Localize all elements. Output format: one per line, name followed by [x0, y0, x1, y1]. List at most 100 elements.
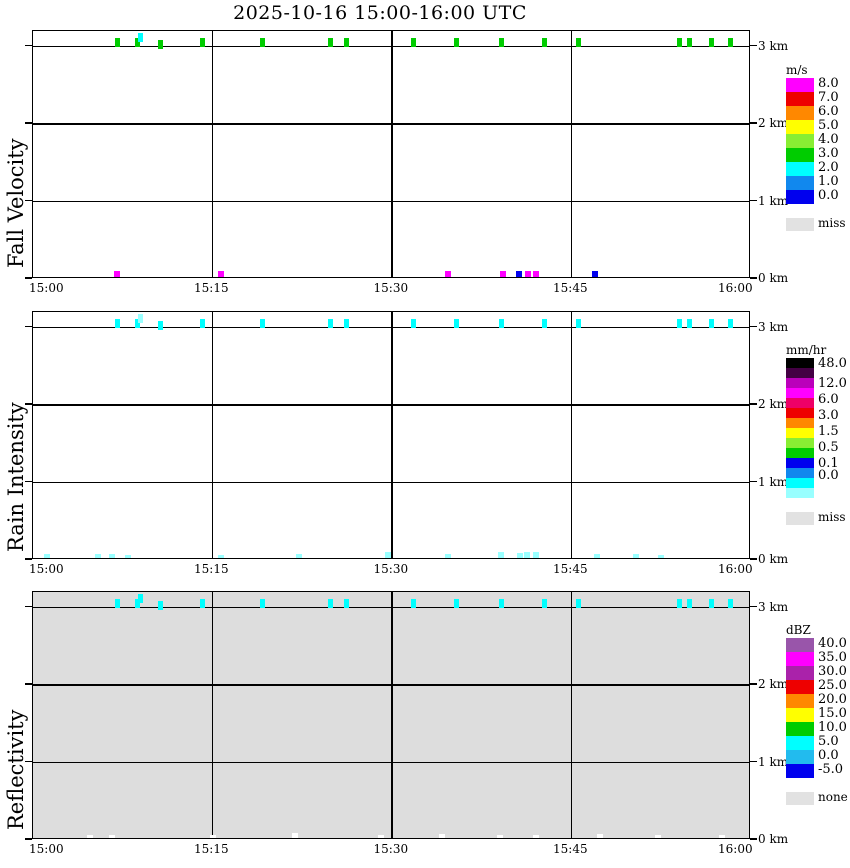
- data-cell: [209, 834, 216, 838]
- gridline-vertical: [211, 31, 214, 277]
- data-cell: [719, 834, 726, 838]
- colorbar-swatch: [786, 120, 814, 134]
- data-cell: [138, 313, 144, 323]
- data-cell: [658, 554, 665, 558]
- x-tick-label-4: 16:00: [718, 281, 753, 295]
- data-cell: [592, 271, 599, 277]
- data-cell: [157, 321, 163, 331]
- data-cell: [378, 834, 385, 838]
- data-cell: [525, 271, 532, 277]
- colorbar-swatch: [786, 478, 814, 488]
- data-cell: [654, 834, 661, 838]
- colorbar-swatch: [786, 468, 814, 478]
- colorbar-tick-label: 35.0: [818, 650, 847, 665]
- data-cell: [709, 38, 714, 48]
- colorbar-swatch: [786, 148, 814, 162]
- data-cell: [411, 38, 417, 48]
- data-cell: [454, 38, 460, 48]
- data-cell: [108, 553, 115, 558]
- data-cell: [532, 552, 539, 558]
- x-tick-label-0: 15:00: [29, 842, 64, 856]
- data-cell: [576, 599, 582, 609]
- data-cell: [328, 319, 334, 329]
- gridline-horizontal: [33, 45, 749, 48]
- colorbar-swatch: [786, 694, 814, 708]
- colorbar-swatch: [786, 438, 814, 448]
- plot-area-rain-intensity[interactable]: [32, 311, 750, 559]
- colorbar-tick-label: 40.0: [818, 636, 847, 651]
- data-cell: [499, 271, 506, 277]
- y-tick-mark: [750, 605, 757, 608]
- gridline-horizontal: [33, 200, 749, 203]
- data-cell: [328, 599, 334, 609]
- colorbar-swatch: [786, 764, 814, 778]
- data-cell: [709, 599, 714, 609]
- data-cell: [218, 271, 225, 277]
- gridline-vertical: [570, 312, 573, 558]
- colorbar-tick-label: 7.0: [818, 90, 839, 105]
- gridline-vertical: [391, 31, 393, 277]
- y-tick-mark: [25, 44, 32, 47]
- gridline-horizontal: [33, 481, 749, 484]
- x-tick-label-2: 15:30: [373, 562, 409, 576]
- colorbar-tick-label: -5.0: [818, 762, 844, 777]
- gridline-vertical: [211, 592, 214, 838]
- y-tick-mark: [750, 44, 757, 47]
- data-cell: [686, 38, 692, 48]
- data-cell: [445, 271, 451, 277]
- colorbar-swatch: [786, 418, 814, 428]
- colorbar-tick-label: 1.0: [818, 174, 839, 189]
- data-cell: [115, 319, 121, 329]
- colorbar-missing-label: none: [818, 790, 848, 804]
- data-cell: [496, 834, 503, 838]
- data-cell: [728, 319, 734, 329]
- data-cell: [576, 319, 582, 329]
- colorbar-swatch: [786, 666, 814, 680]
- colorbar-tick-label: 3.0: [818, 146, 839, 161]
- colorbar-swatch: [786, 388, 814, 398]
- y-tick-mark: [25, 838, 32, 840]
- colorbar-swatch: [786, 680, 814, 694]
- colorbar-missing-swatch: [786, 512, 814, 525]
- data-cell: [344, 38, 350, 48]
- data-cell: [411, 319, 417, 329]
- data-cell: [260, 599, 266, 609]
- y-tick-mark: [25, 325, 32, 328]
- y-tick-mark: [25, 683, 32, 685]
- plot-area-reflectivity[interactable]: [32, 591, 750, 839]
- gridline-vertical: [570, 31, 573, 277]
- colorbar-tick-label: 12.0: [818, 376, 847, 391]
- y-tick-mark: [750, 403, 757, 405]
- x-tick-label-2: 15:30: [373, 842, 409, 856]
- y-tick-mark: [750, 480, 757, 483]
- x-tick-label-3: 15:45: [553, 842, 588, 856]
- y-tick-label-0: 3 km: [758, 319, 789, 334]
- x-tick-label-0: 15:00: [29, 281, 64, 295]
- data-cell: [114, 271, 120, 277]
- x-tick-label-1: 15:15: [194, 842, 229, 856]
- plot-area-fall-velocity[interactable]: [32, 30, 750, 278]
- colorbar-swatch: [786, 106, 814, 120]
- data-cell: [633, 553, 640, 558]
- axis-label-reflectivity: Reflectivity: [4, 709, 28, 830]
- gridline-horizontal: [33, 684, 749, 686]
- y-tick-mark: [25, 403, 32, 405]
- data-cell: [218, 554, 225, 558]
- panel-fall-velocity: [32, 30, 750, 278]
- data-cell: [445, 553, 451, 558]
- colorbar-tick-label: 0.5: [818, 440, 839, 455]
- x-tick-label-4: 16:00: [718, 562, 753, 576]
- colorbar-missing-label: miss: [818, 216, 846, 230]
- colorbar-swatch: [786, 358, 814, 368]
- data-cell: [498, 319, 504, 329]
- colorbar-swatch: [786, 428, 814, 438]
- y-tick-mark: [750, 683, 757, 685]
- data-cell: [344, 599, 350, 609]
- y-tick-mark: [750, 277, 757, 279]
- gridline-horizontal: [33, 404, 749, 406]
- data-cell: [532, 834, 539, 838]
- data-cell: [541, 599, 547, 609]
- colorbar-swatch: [786, 638, 814, 652]
- page-title: 2025-10-16 15:00-16:00 UTC: [233, 2, 527, 24]
- y-tick-mark: [25, 480, 32, 483]
